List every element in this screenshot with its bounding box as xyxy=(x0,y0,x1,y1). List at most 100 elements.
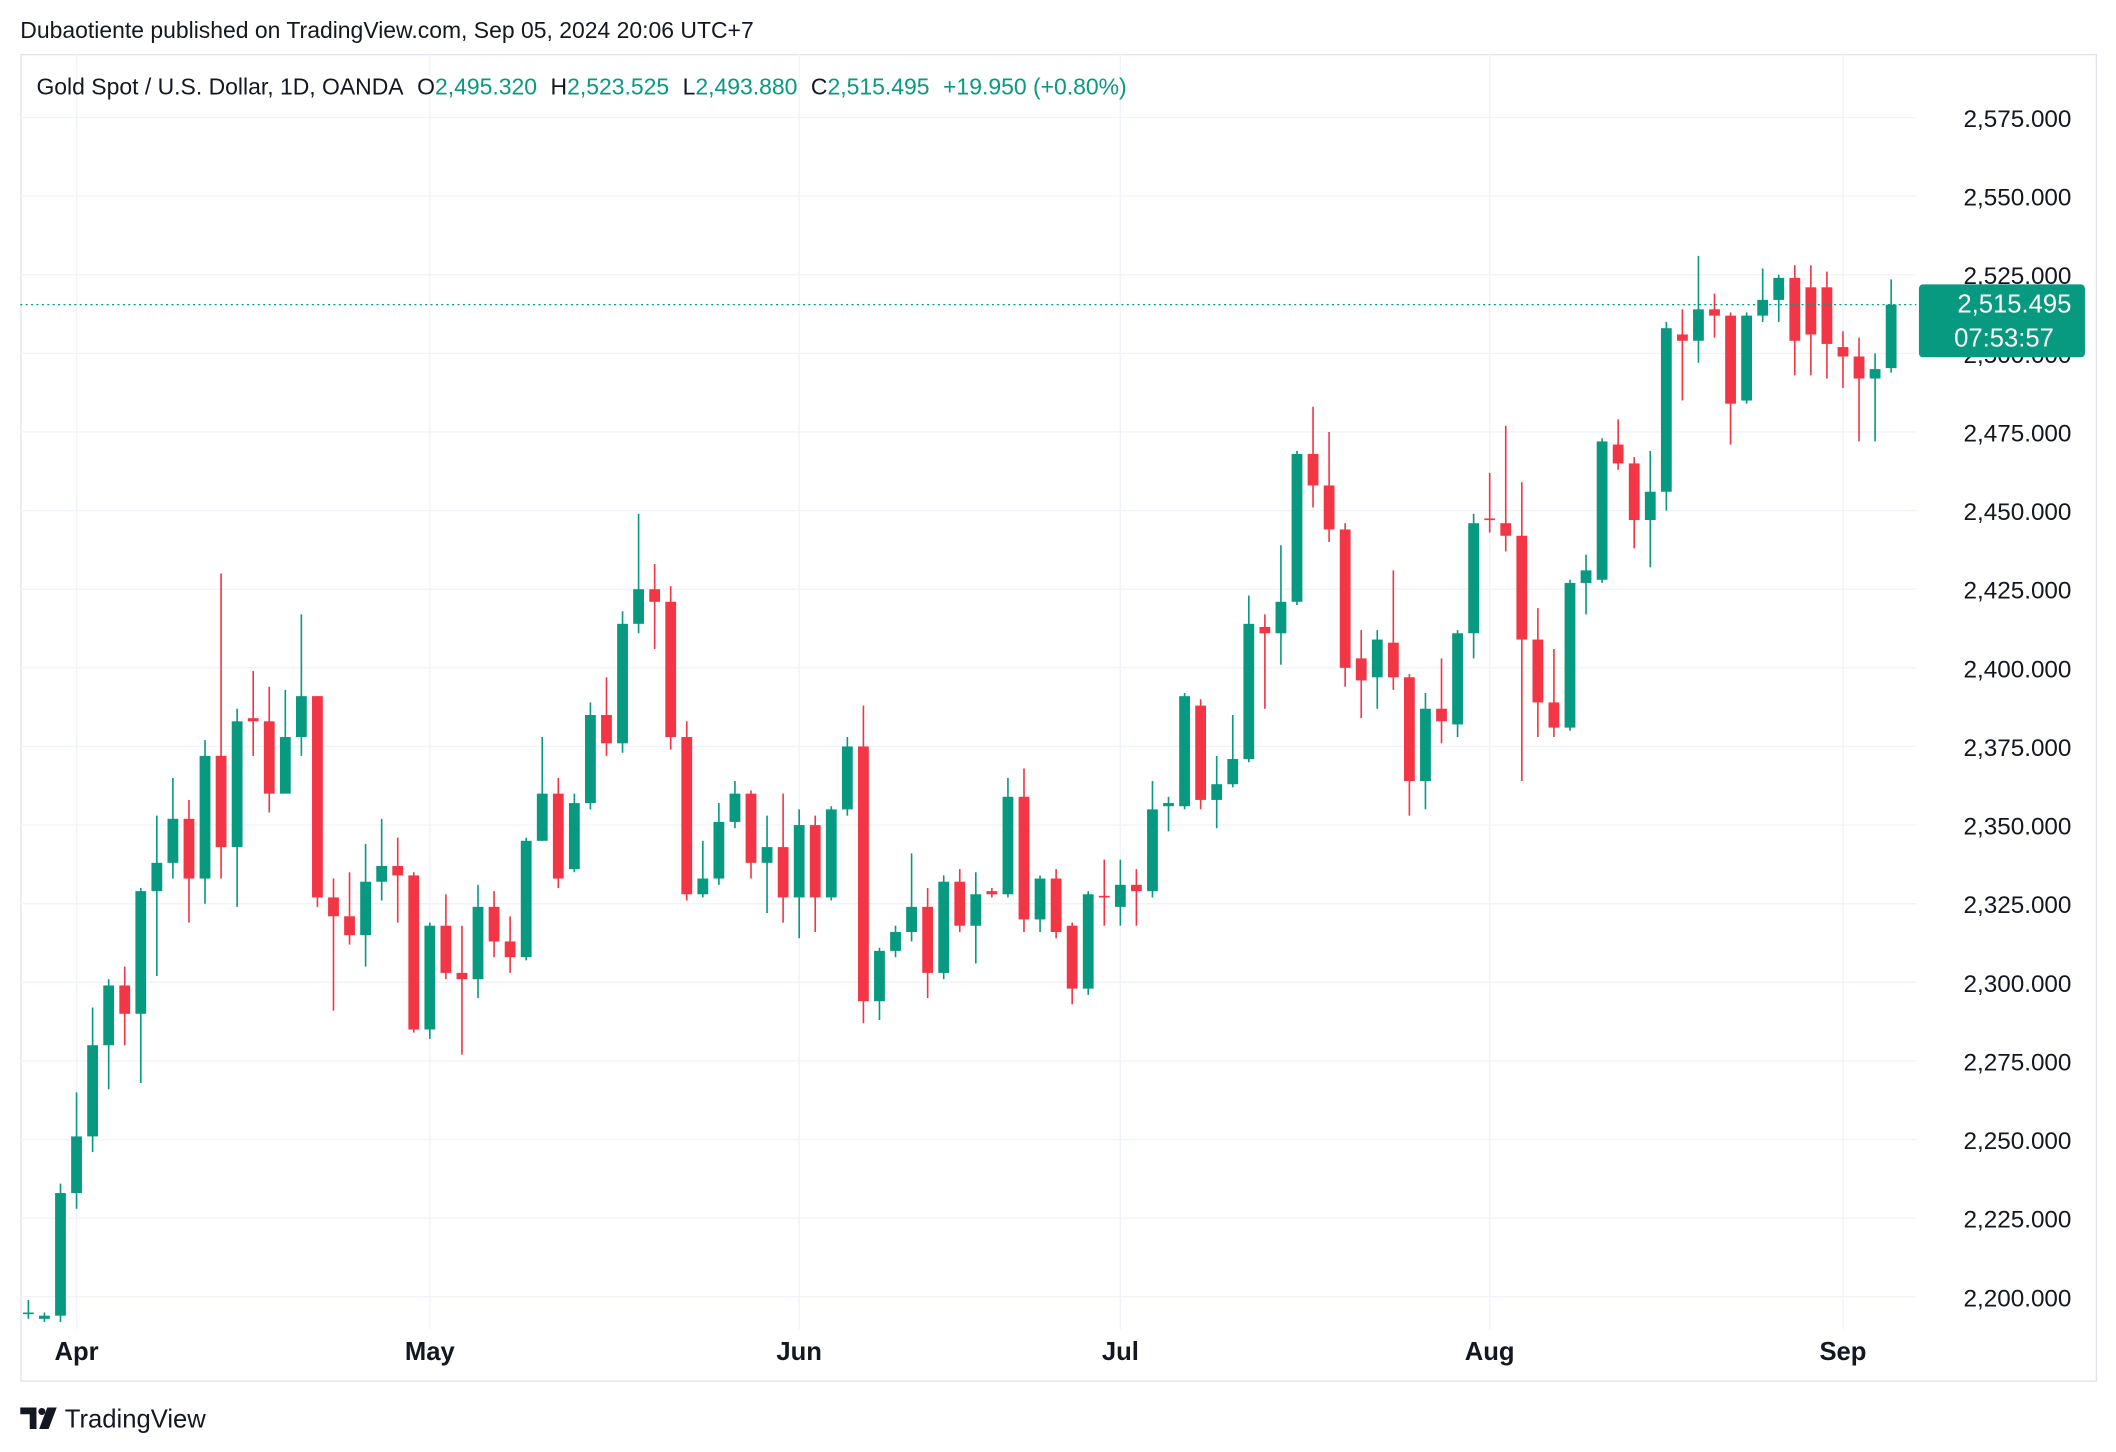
candle-body xyxy=(1757,299,1769,316)
candle-body xyxy=(1403,677,1415,782)
candle-body xyxy=(1420,708,1431,782)
y-tick-label: 2,200.000 xyxy=(1963,1285,2071,1312)
candle-body xyxy=(456,972,468,980)
candle-body xyxy=(1243,623,1255,760)
symbol: Gold Spot / U.S. Dollar, 1D, OANDA xyxy=(36,73,404,99)
candle-body xyxy=(922,906,934,973)
countdown: 07:53:57 xyxy=(1954,324,2054,352)
candle-body xyxy=(1548,702,1560,728)
candle-body xyxy=(1725,315,1736,404)
y-tick-label: 2,250.000 xyxy=(1963,1128,2071,1155)
candle-body xyxy=(263,721,275,794)
candle-body xyxy=(761,847,773,863)
y-tick-label: 2,450.000 xyxy=(1963,499,2071,526)
c-value: 2,515.495 xyxy=(827,73,929,99)
last-price-box xyxy=(1918,284,2085,358)
candle-body xyxy=(295,696,307,738)
candle-body xyxy=(1853,356,1865,379)
x-tick-label: Jul xyxy=(1102,1338,1139,1366)
candle-body xyxy=(954,881,966,926)
candle-body xyxy=(103,985,115,1046)
candle-body xyxy=(825,809,837,898)
candle-body xyxy=(1805,287,1817,335)
candle-body xyxy=(1452,633,1463,725)
candle-body xyxy=(633,589,644,624)
candle-body xyxy=(890,932,901,951)
candle-body xyxy=(1789,277,1801,341)
candle-body xyxy=(1773,277,1785,300)
candle-body xyxy=(488,906,500,942)
candle-body xyxy=(568,803,580,870)
candle-body xyxy=(520,840,532,958)
candle-body xyxy=(231,721,243,848)
y-tick-label: 2,275.000 xyxy=(1963,1049,2071,1076)
publisher-line: Dubaotiente published on TradingView.com… xyxy=(20,17,753,43)
candle-body xyxy=(1114,884,1126,907)
candle-body xyxy=(135,891,147,1014)
candle-body xyxy=(601,715,612,744)
candle-body xyxy=(167,818,179,863)
candle-body xyxy=(1580,570,1592,583)
candle-body xyxy=(1323,485,1335,530)
candle-body xyxy=(1259,626,1271,634)
candle-body xyxy=(841,746,853,810)
candle-body xyxy=(970,894,982,926)
x-tick-label: Jun xyxy=(776,1338,822,1366)
candle-body xyxy=(809,825,821,898)
candle-body xyxy=(408,875,420,1030)
candle-body xyxy=(681,737,693,895)
candle-body xyxy=(39,1315,50,1319)
candle-body xyxy=(1195,705,1207,800)
candle-body xyxy=(1644,491,1656,521)
candle-body xyxy=(858,746,869,1002)
l-label: L xyxy=(683,73,696,99)
candle-body xyxy=(777,847,789,898)
candle-body xyxy=(665,601,677,738)
x-tick-label: Apr xyxy=(54,1338,98,1366)
change: +19.950 (+0.80%) xyxy=(943,73,1127,99)
candle-body xyxy=(392,865,404,876)
candle-body xyxy=(1676,334,1688,341)
candle-body xyxy=(793,825,805,898)
candle-body xyxy=(376,865,388,882)
candle-body xyxy=(1660,328,1672,492)
candle-body xyxy=(440,925,452,973)
candle-body xyxy=(1131,884,1142,892)
candle-body xyxy=(1387,642,1399,678)
y-tick-label: 2,375.000 xyxy=(1963,735,2071,762)
y-tick-label: 2,325.000 xyxy=(1963,892,2071,919)
l-value: 2,493.880 xyxy=(695,73,797,99)
chart-frame xyxy=(20,53,2098,1382)
candle-body xyxy=(938,881,950,973)
candle-body xyxy=(1693,309,1704,341)
y-tick-label: 2,350.000 xyxy=(1963,814,2071,841)
candle-body xyxy=(536,793,548,841)
candle-body xyxy=(649,589,661,602)
c-label: C xyxy=(811,73,828,99)
candle-body xyxy=(1275,601,1287,634)
candle-body xyxy=(906,906,917,933)
candle-body xyxy=(1018,796,1030,920)
y-tick-label: 2,225.000 xyxy=(1963,1207,2071,1234)
candle-body xyxy=(344,916,355,936)
candle-body xyxy=(1082,894,1094,989)
candle-body xyxy=(472,906,484,980)
candle-body xyxy=(1436,708,1447,722)
y-tick-label: 2,425.000 xyxy=(1963,578,2071,605)
h-label: H xyxy=(550,73,567,99)
candle-body xyxy=(1484,518,1496,521)
candle-body xyxy=(1371,639,1383,678)
candle-body xyxy=(424,925,436,1030)
y-tick-label: 2,475.000 xyxy=(1963,420,2071,447)
candle-body xyxy=(1339,529,1351,668)
logo: TradingView xyxy=(20,1406,206,1434)
candle-body xyxy=(1628,463,1640,521)
candle-body xyxy=(312,696,323,898)
y-tick-label: 2,400.000 xyxy=(1963,656,2071,683)
candle-body xyxy=(55,1193,66,1316)
candle-body xyxy=(1211,784,1223,800)
plot-area: 2,200.000 2,225.000 2,250.000 2,275.000 2,30… xyxy=(20,53,2085,1366)
y-tick-label: 2,300.000 xyxy=(1963,971,2071,998)
